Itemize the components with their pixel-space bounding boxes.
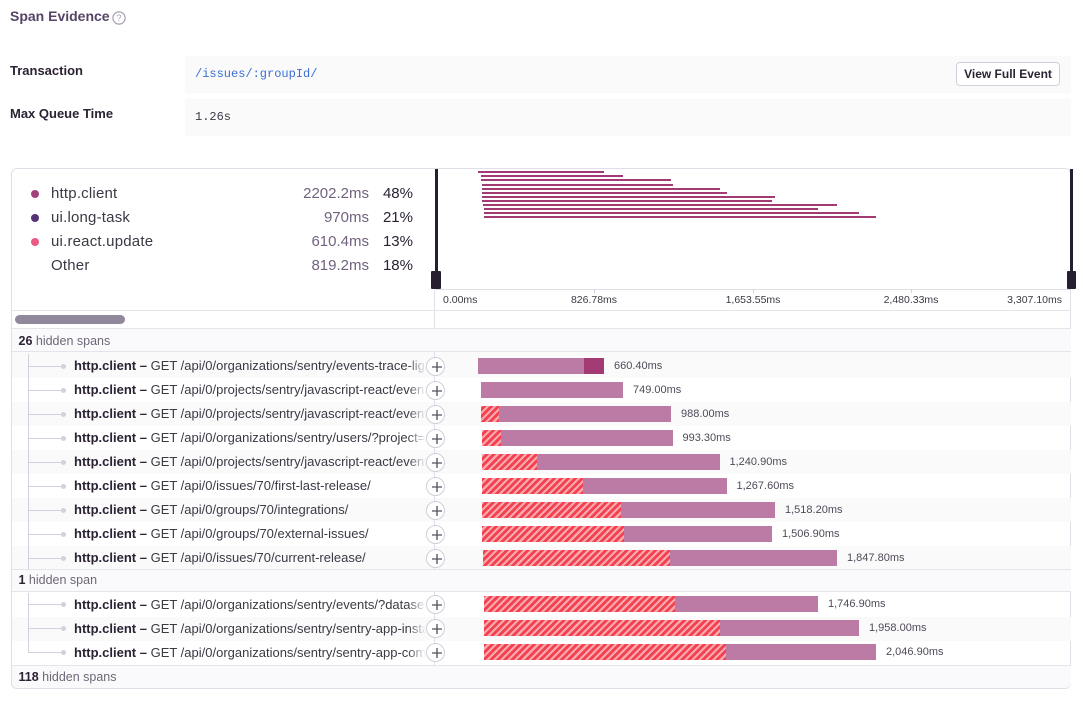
svg-text:?: ? <box>116 13 121 23</box>
